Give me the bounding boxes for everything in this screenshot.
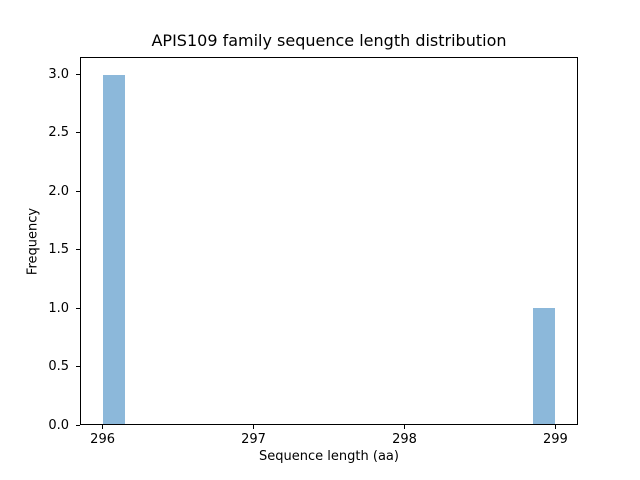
x-tick-label: 298 <box>392 432 417 447</box>
histogram-bar <box>102 74 126 424</box>
plot-area <box>80 57 578 425</box>
y-tick <box>76 424 80 426</box>
x-tick-label: 299 <box>542 432 568 447</box>
y-tick-label: 3.0 <box>48 67 69 82</box>
y-tick <box>76 249 80 251</box>
y-tick-label: 0.0 <box>48 417 69 433</box>
y-tick-label: 2.5 <box>48 125 69 141</box>
x-tick <box>102 425 104 429</box>
y-axis-label: Frequency <box>25 207 41 276</box>
x-tick <box>404 425 405 429</box>
histogram-bar <box>532 308 556 424</box>
y-tick <box>76 74 80 75</box>
y-tick-label: 1.5 <box>48 242 69 258</box>
x-tick-label: 296 <box>90 432 115 447</box>
y-tick-label: 1.0 <box>48 300 69 316</box>
x-tick <box>554 425 556 429</box>
chart-title: APIS109 family sequence length distribut… <box>151 31 507 50</box>
y-tick-label: 0.5 <box>48 359 69 375</box>
x-tick <box>253 425 254 429</box>
y-tick-label: 2.0 <box>48 183 69 199</box>
x-tick-label: 297 <box>241 432 266 447</box>
y-tick <box>76 132 80 134</box>
y-tick <box>76 307 80 309</box>
y-tick <box>76 366 80 368</box>
y-tick <box>76 190 80 192</box>
x-axis-label: Sequence length (aa) <box>259 449 399 464</box>
